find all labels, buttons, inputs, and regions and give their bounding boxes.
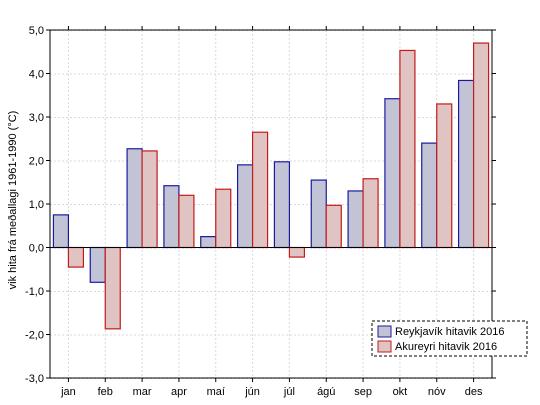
- bar-reykjavik-maí: [200, 236, 217, 249]
- y-tick-label: -2,0: [25, 330, 44, 342]
- y-axis-ticks: -3,0 -2,0 -1,0 0,0 1,0 2,0 3,0 4,0 5,0: [25, 25, 496, 385]
- x-tick-label-maí: maí: [207, 386, 225, 398]
- bar-reykjavik-jún: [236, 164, 254, 249]
- bar-akureyri-nóv: [436, 103, 453, 249]
- y-tick-label: 2,0: [29, 156, 44, 168]
- bar-reykjavik-apr: [163, 185, 180, 249]
- bar-reykjavik-sep: [347, 190, 364, 249]
- legend-swatch-reykjavik: [377, 325, 392, 338]
- x-tick-label-jún: jún: [244, 386, 260, 398]
- x-tick-label-feb: feb: [98, 386, 113, 398]
- bar-akureyri-júl: [288, 246, 306, 258]
- y-tick-label: 5,0: [29, 25, 44, 37]
- legend-label-akureyri: Akureyri hitavik 2016: [395, 341, 497, 353]
- bar-reykjavik-ágú: [310, 179, 327, 249]
- bars-group: [52, 42, 490, 330]
- x-tick-label-ágú: ágú: [317, 386, 335, 398]
- bar-akureyri-des: [472, 42, 490, 249]
- x-tick-label-sep: sep: [354, 386, 372, 398]
- x-axis-ticks: jan feb mar apr maí jún júl ágú sep okt nóv des: [60, 26, 483, 398]
- y-tick-label: 4,0: [29, 69, 44, 81]
- legend-box: [371, 320, 528, 357]
- legend-swatch-akureyri: [377, 340, 392, 353]
- bar-akureyri-jún: [251, 131, 269, 249]
- bar-reykjavik-des: [457, 79, 475, 249]
- bar-akureyri-jan: [67, 246, 85, 268]
- y-axis-label: vik hita frá meðallagi 1961-1990 (°C): [7, 111, 19, 290]
- y-tick-label: -3,0: [25, 373, 44, 385]
- x-tick-label-mar: mar: [133, 386, 152, 398]
- bar-akureyri-apr: [178, 194, 195, 249]
- y-tick-label: 1,0: [29, 199, 44, 211]
- bar-reykjavik-mar: [126, 148, 143, 249]
- bar-akureyri-feb: [104, 246, 121, 330]
- x-tick-label-okt: okt: [393, 386, 408, 398]
- x-tick-label-apr: apr: [171, 386, 187, 398]
- legend-label-reykjavik: Reykjavík hitavik 2016: [395, 326, 504, 338]
- x-tick-label-jan: jan: [60, 386, 76, 398]
- bar-reykjavik-nóv: [421, 142, 438, 249]
- bar-akureyri-ágú: [325, 204, 342, 249]
- x-tick-label-nóv: nóv: [428, 386, 446, 398]
- bar-reykjavik-jan: [52, 214, 70, 249]
- legend: Reykjavík hitavik 2016 Akureyri hitavik …: [371, 320, 528, 357]
- y-tick-label: 3,0: [29, 112, 44, 124]
- bar-akureyri-okt: [399, 49, 416, 249]
- bar-reykjavik-feb: [89, 246, 106, 283]
- x-tick-label-des: des: [465, 386, 483, 398]
- bar-akureyri-maí: [215, 188, 232, 249]
- bar-reykjavik-okt: [384, 98, 401, 249]
- x-tick-label-júl: júl: [283, 386, 295, 398]
- bar-akureyri-mar: [141, 150, 158, 249]
- bar-reykjavik-júl: [273, 161, 291, 249]
- y-tick-label: 0,0: [29, 243, 44, 255]
- y-tick-label: -1,0: [25, 286, 44, 298]
- bar-akureyri-sep: [362, 178, 379, 249]
